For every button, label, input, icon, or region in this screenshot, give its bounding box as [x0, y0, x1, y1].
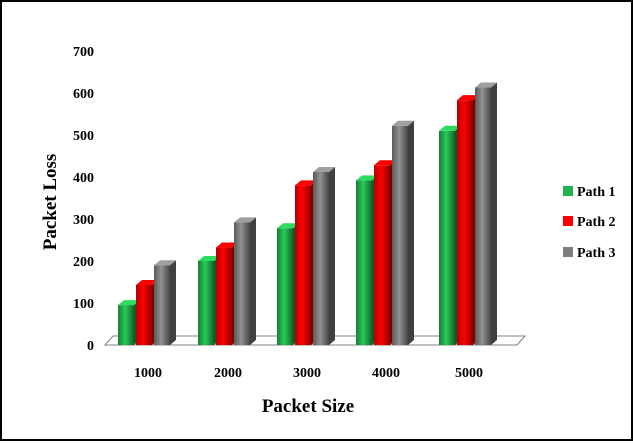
bar-top — [392, 120, 414, 126]
bar-path-3-2000 — [234, 217, 256, 345]
bar-front — [392, 125, 408, 345]
x-tick-label: 3000 — [293, 366, 321, 381]
bar-top — [136, 279, 158, 285]
bar-path-3-4000 — [392, 120, 414, 345]
bar-front — [457, 100, 473, 345]
bar-front — [136, 284, 152, 345]
bar-side — [170, 260, 176, 345]
bar-front — [374, 165, 390, 345]
bar-front — [295, 185, 311, 345]
bar-top — [356, 175, 378, 181]
legend-swatch — [563, 216, 573, 226]
legend-item: Path 3 — [563, 246, 616, 261]
x-axis-title: Packet Size — [262, 396, 354, 417]
legend-swatch — [563, 186, 573, 196]
y-tick-label: 0 — [87, 339, 94, 354]
y-tick-label: 500 — [73, 129, 94, 144]
bar-path-3-3000 — [313, 166, 335, 345]
bar-front — [198, 261, 214, 345]
y-tick-label: 700 — [73, 45, 94, 60]
y-tick-label: 400 — [73, 171, 94, 186]
legend-item: Path 1 — [563, 185, 616, 200]
bar-top — [118, 300, 140, 306]
bar-path-3-5000 — [475, 82, 497, 345]
bar-top — [313, 166, 335, 172]
legend-swatch — [563, 247, 573, 257]
bar-top — [154, 260, 176, 266]
bar-side — [250, 217, 256, 345]
y-tick-label: 200 — [73, 255, 94, 270]
x-tick-label: 2000 — [214, 366, 242, 381]
bar-top — [216, 242, 238, 248]
x-tick-label: 1000 — [134, 366, 162, 381]
bar-front — [313, 171, 329, 345]
bar-side — [329, 166, 335, 345]
bar-top — [295, 180, 317, 186]
bar-front — [216, 247, 232, 345]
legend-label: Path 1 — [577, 185, 616, 200]
bar-side — [408, 120, 414, 345]
legend-label: Path 2 — [577, 215, 616, 230]
y-tick-label: 100 — [73, 297, 94, 312]
bars — [118, 82, 497, 345]
bar-front — [154, 265, 170, 345]
bar-top — [198, 256, 220, 261]
legend: Path 1 Path 2 Path 3 — [563, 185, 616, 261]
bar-top — [234, 217, 256, 223]
legend-item: Path 2 — [563, 215, 616, 230]
y-axis-title: Packet Loss — [40, 154, 61, 251]
x-tick-label: 4000 — [372, 366, 400, 381]
x-axis-ticks: 1000 2000 3000 4000 5000 — [134, 366, 483, 381]
bar-side — [491, 82, 497, 345]
bar-path-3-1000 — [154, 260, 176, 345]
bar-front — [475, 87, 491, 345]
bar-top — [277, 223, 299, 229]
bar-front — [277, 228, 293, 345]
bar-top — [475, 82, 497, 88]
bar-front — [118, 305, 134, 345]
y-axis-ticks: 0 100 200 300 400 500 600 700 — [73, 45, 94, 354]
legend-label: Path 3 — [577, 246, 616, 261]
bar-front — [439, 130, 455, 345]
bar-top — [439, 125, 461, 131]
x-tick-label: 5000 — [455, 366, 483, 381]
y-tick-label: 600 — [73, 87, 94, 102]
bar-front — [234, 222, 250, 345]
y-tick-label: 300 — [73, 213, 94, 228]
bar-top — [374, 160, 396, 166]
bar-top — [457, 95, 479, 101]
bar-front — [356, 180, 372, 345]
